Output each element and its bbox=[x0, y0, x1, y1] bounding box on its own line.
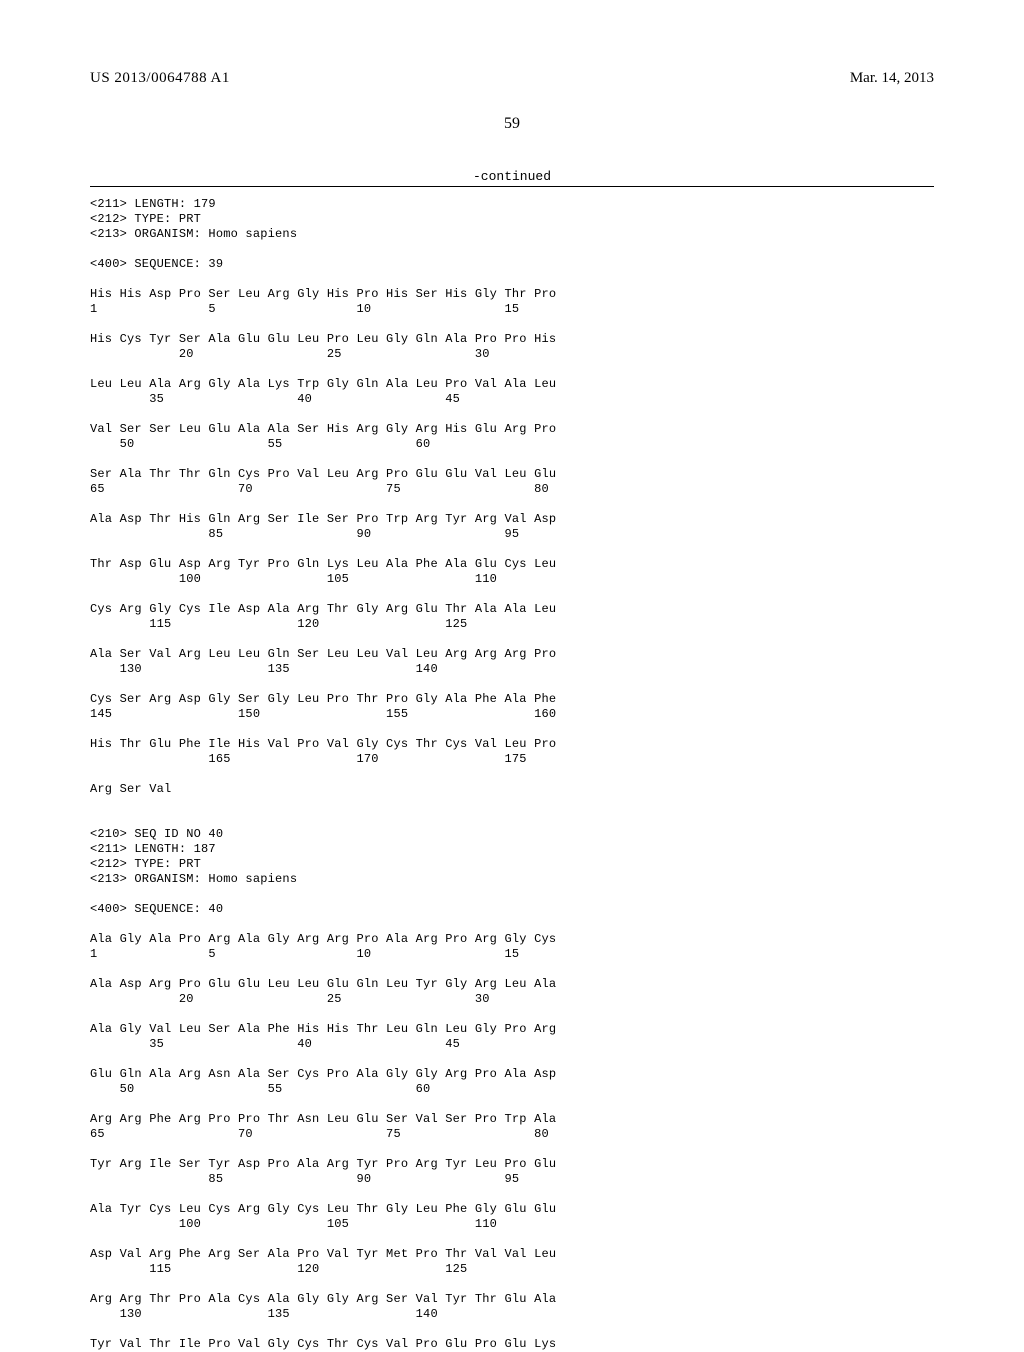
sequence-listing: <211> LENGTH: 179 <212> TYPE: PRT <213> … bbox=[90, 197, 934, 1352]
page-number: 59 bbox=[90, 115, 934, 133]
publication-number: US 2013/0064788 A1 bbox=[90, 70, 230, 87]
header-row: US 2013/0064788 A1 Mar. 14, 2013 bbox=[90, 70, 934, 87]
rule-top bbox=[90, 186, 934, 187]
page-container: US 2013/0064788 A1 Mar. 14, 2013 59 -con… bbox=[0, 0, 1024, 1320]
publication-date: Mar. 14, 2013 bbox=[850, 70, 934, 87]
continued-label: -continued bbox=[90, 169, 934, 184]
